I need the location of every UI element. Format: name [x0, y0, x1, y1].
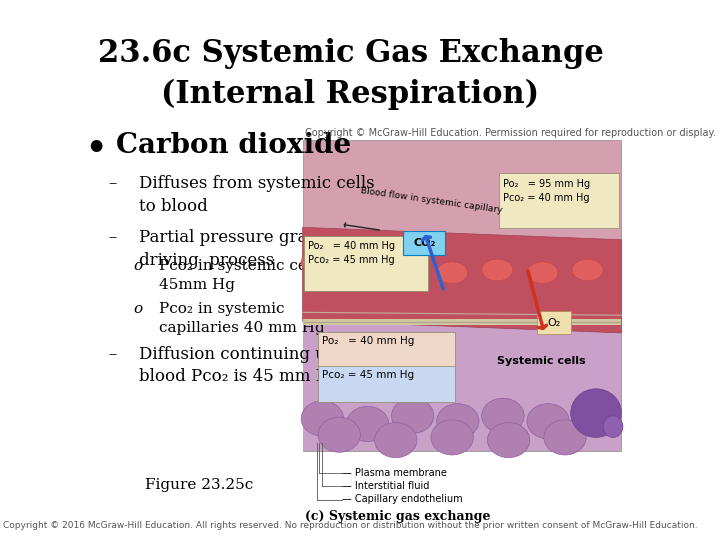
Ellipse shape — [346, 259, 377, 281]
Ellipse shape — [436, 404, 479, 438]
Text: Figure 23.25c: Figure 23.25c — [145, 478, 253, 492]
FancyBboxPatch shape — [403, 231, 445, 255]
Text: Copyright © McGraw-Hill Education. Permission required for reproduction or displ: Copyright © McGraw-Hill Education. Permi… — [305, 127, 716, 138]
Ellipse shape — [346, 406, 389, 442]
Text: Blood flow in systemic capillary: Blood flow in systemic capillary — [360, 186, 503, 215]
Ellipse shape — [603, 416, 623, 437]
Ellipse shape — [374, 422, 417, 457]
Text: Diffuses from systemic cells
to blood: Diffuses from systemic cells to blood — [139, 176, 374, 215]
Ellipse shape — [487, 422, 530, 457]
Text: Pco₂ in systemic
capillaries 40 mm Hg: Pco₂ in systemic capillaries 40 mm Hg — [158, 302, 325, 335]
FancyBboxPatch shape — [537, 311, 571, 334]
Text: –: – — [108, 230, 116, 246]
Text: (Internal Respiration): (Internal Respiration) — [161, 78, 539, 110]
FancyBboxPatch shape — [318, 366, 454, 402]
FancyBboxPatch shape — [305, 235, 428, 291]
Text: Partial pressure gradient
driving  process: Partial pressure gradient driving proces… — [139, 230, 350, 269]
Text: o: o — [133, 259, 143, 273]
Text: Po₂   = 95 mm Hg
Pco₂ = 40 mm Hg: Po₂ = 95 mm Hg Pco₂ = 40 mm Hg — [503, 179, 590, 203]
Text: Pco₂ = 45 mm Hg: Pco₂ = 45 mm Hg — [323, 370, 415, 380]
Ellipse shape — [301, 251, 332, 273]
Ellipse shape — [482, 399, 524, 433]
Text: Pco₂ in systemic cells
45mm Hg: Pco₂ in systemic cells 45mm Hg — [158, 259, 324, 292]
Ellipse shape — [392, 399, 433, 433]
Ellipse shape — [527, 404, 570, 438]
Text: — Plasma membrane: — Plasma membrane — [342, 468, 447, 477]
Ellipse shape — [571, 389, 621, 437]
Text: O₂: O₂ — [547, 318, 561, 328]
Ellipse shape — [301, 401, 343, 436]
Text: –: – — [108, 346, 116, 362]
Ellipse shape — [482, 259, 513, 281]
Ellipse shape — [436, 262, 468, 284]
Ellipse shape — [392, 256, 423, 278]
Ellipse shape — [527, 262, 558, 284]
Ellipse shape — [318, 417, 361, 453]
Text: 23.6c Systemic Gas Exchange: 23.6c Systemic Gas Exchange — [98, 38, 603, 69]
FancyBboxPatch shape — [302, 321, 621, 451]
Text: — Capillary endothelium: — Capillary endothelium — [342, 495, 463, 504]
Text: Po₂   = 40 mm Hg: Po₂ = 40 mm Hg — [323, 336, 415, 346]
Text: Systemic cells: Systemic cells — [498, 356, 586, 366]
FancyBboxPatch shape — [318, 332, 454, 368]
Text: –: – — [108, 176, 116, 192]
Text: Diffusion continuing until
blood Pco₂ is 45 mm Hg: Diffusion continuing until blood Pco₂ is… — [139, 346, 354, 385]
Ellipse shape — [572, 401, 614, 436]
Ellipse shape — [544, 420, 586, 455]
Ellipse shape — [572, 259, 603, 281]
Text: Po₂   = 40 mm Hg
Pco₂ = 45 mm Hg: Po₂ = 40 mm Hg Pco₂ = 45 mm Hg — [308, 241, 395, 265]
Text: o: o — [133, 302, 143, 316]
Text: (c) Systemic gas exchange: (c) Systemic gas exchange — [305, 510, 491, 523]
FancyBboxPatch shape — [499, 173, 619, 228]
Polygon shape — [302, 227, 621, 333]
Text: Copyright © 2016 McGraw-Hill Education. All rights reserved. No reproduction or : Copyright © 2016 McGraw-Hill Education. … — [3, 521, 698, 530]
Text: — Interstitial fluid: — Interstitial fluid — [342, 481, 429, 491]
Text: Carbon dioxide: Carbon dioxide — [117, 132, 351, 159]
Text: CO₂: CO₂ — [413, 238, 436, 248]
Text: •: • — [85, 132, 107, 165]
Ellipse shape — [431, 420, 473, 455]
FancyBboxPatch shape — [302, 319, 621, 325]
FancyBboxPatch shape — [302, 140, 621, 451]
